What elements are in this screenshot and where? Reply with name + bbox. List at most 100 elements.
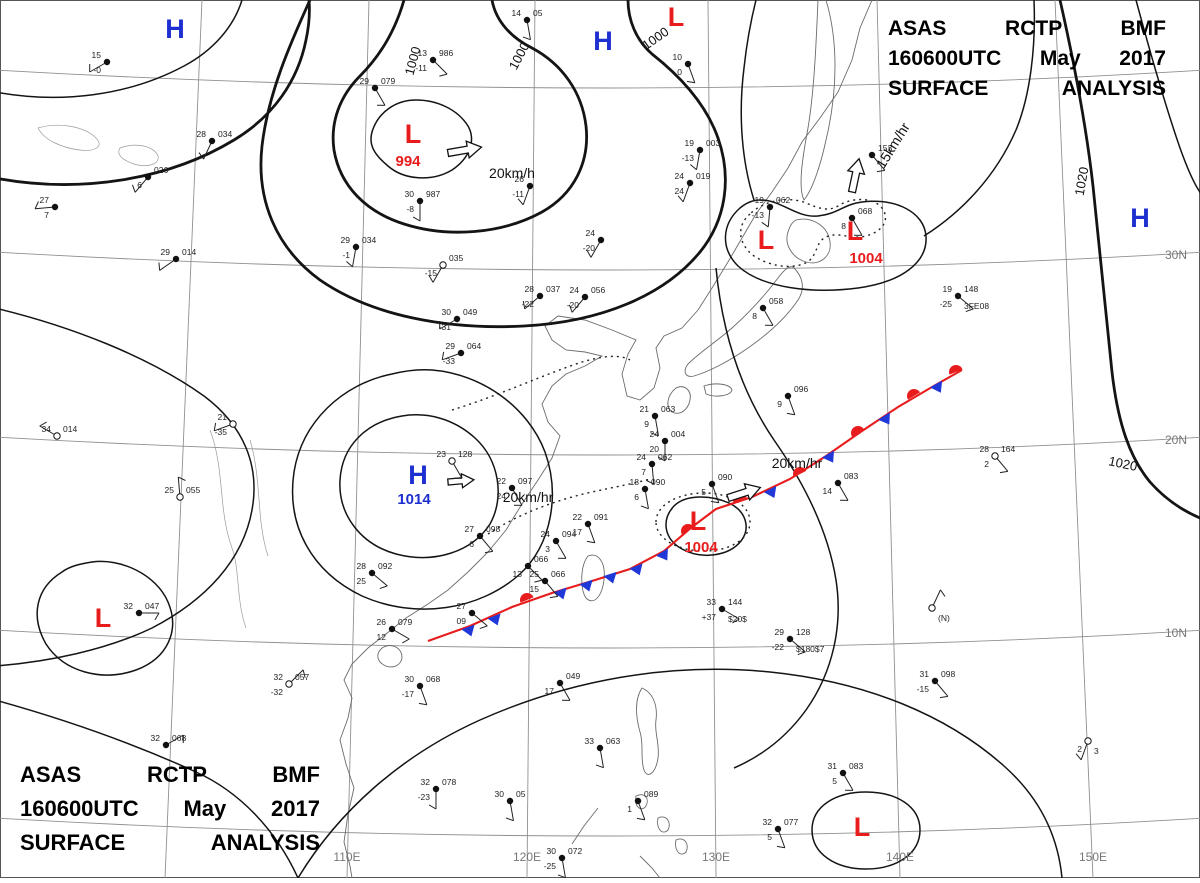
station-circle xyxy=(582,294,588,300)
coast-sakhalin xyxy=(801,0,835,200)
station-temperature: 29 xyxy=(360,76,370,86)
station-pressure: 986 xyxy=(439,48,453,58)
station-dewpoint: -31 xyxy=(439,322,452,332)
longitude-label: 130E xyxy=(702,850,730,864)
station-temperature: 27 xyxy=(457,601,467,611)
station-circle xyxy=(687,180,693,186)
station-temperature: 19 xyxy=(755,195,765,205)
wind-barb-tick xyxy=(413,217,420,221)
wind-barb-tick xyxy=(940,696,948,697)
station-circle xyxy=(932,678,938,684)
station-circle xyxy=(389,626,395,632)
station-temperature: 10 xyxy=(673,52,683,62)
station-temperature: 32 xyxy=(274,672,284,682)
wind-barb-tick xyxy=(596,765,604,768)
station-circle xyxy=(542,578,548,584)
station-circle xyxy=(449,458,455,464)
station-temperature: 30 xyxy=(495,789,505,799)
station-pressure: 056 xyxy=(591,285,605,295)
station-temperature: 24 xyxy=(586,228,596,238)
wind-barb-tick xyxy=(940,590,945,597)
station-circle xyxy=(642,486,648,492)
station-pressure: 091 xyxy=(594,512,608,522)
station-circle xyxy=(557,680,563,686)
station-temperature: 32 xyxy=(763,817,773,827)
station-circle xyxy=(433,786,439,792)
wind-barb-tick xyxy=(534,580,542,582)
station-circle xyxy=(869,152,875,158)
station-circle xyxy=(440,262,446,268)
station-circle xyxy=(458,350,464,356)
station-temperature: 22 xyxy=(497,476,507,486)
isobar-1000-outer xyxy=(261,0,725,327)
station-pressure: 128 xyxy=(458,449,472,459)
station-pressure: 049 xyxy=(566,671,580,681)
isobar-west-arc xyxy=(0,308,254,666)
station-dewpoint: 3 xyxy=(545,544,550,554)
station-circle xyxy=(163,742,169,748)
chart-datetime: 160600UTC May 2017 xyxy=(888,44,1166,74)
station-temperature: 23 xyxy=(437,449,447,459)
station-temperature: 25 xyxy=(530,569,540,579)
station-pressure: 062 xyxy=(776,195,790,205)
station-temperature: 25 xyxy=(165,485,175,495)
station-pressure: 068 xyxy=(858,206,872,216)
station-pressure: 072 xyxy=(568,846,582,856)
wind-barb-tick xyxy=(439,74,447,76)
station-plot: 035-15 xyxy=(425,253,464,282)
station-pressure: 057 xyxy=(295,672,309,682)
wind-barb-tick xyxy=(419,703,427,704)
wind-barb-tick xyxy=(777,846,785,847)
wind-barb-tick xyxy=(518,199,523,205)
station-circle xyxy=(230,421,236,427)
chart-product-id: ASAS RCTP BMF xyxy=(888,14,1166,44)
station-pressure: 062 xyxy=(658,452,672,462)
station-dewpoint: -23 xyxy=(418,792,431,802)
station-temperature: 28 xyxy=(357,561,367,571)
wind-barb-tick xyxy=(637,818,645,819)
station-dewpoint: -25 xyxy=(544,861,557,871)
station-temperature: 29 xyxy=(161,247,171,257)
motion-arrow-high-1014 xyxy=(447,473,474,489)
pressure-center-l: L xyxy=(847,216,864,246)
station-temperature: 19 xyxy=(685,138,695,148)
station-circle xyxy=(145,174,151,180)
station-dewpoint: -0 xyxy=(93,65,101,75)
station-pressure: 066 xyxy=(534,554,548,564)
wind-barb-tick xyxy=(346,262,352,267)
station-pressure: 047 xyxy=(145,601,159,611)
isobar-label: 1000 xyxy=(506,40,533,73)
station-dewpoint: 7 xyxy=(44,210,49,220)
station-dewpoint: -22 xyxy=(772,642,785,652)
station-circle xyxy=(585,521,591,527)
wind-barb-tick xyxy=(429,805,436,809)
station-circle xyxy=(835,480,841,486)
station-circle xyxy=(136,610,142,616)
station-temperature: 34 xyxy=(42,424,52,434)
station-circle xyxy=(635,798,641,804)
station-temperature: 14 xyxy=(512,8,522,18)
station-temperature: 32 xyxy=(151,733,161,743)
station-temperature: 24 xyxy=(637,452,647,462)
warm-front-markers xyxy=(518,363,963,603)
station-temperature: 15 xyxy=(92,50,102,60)
station-pressure: 083 xyxy=(844,471,858,481)
station-pressure: 068 xyxy=(426,674,440,684)
